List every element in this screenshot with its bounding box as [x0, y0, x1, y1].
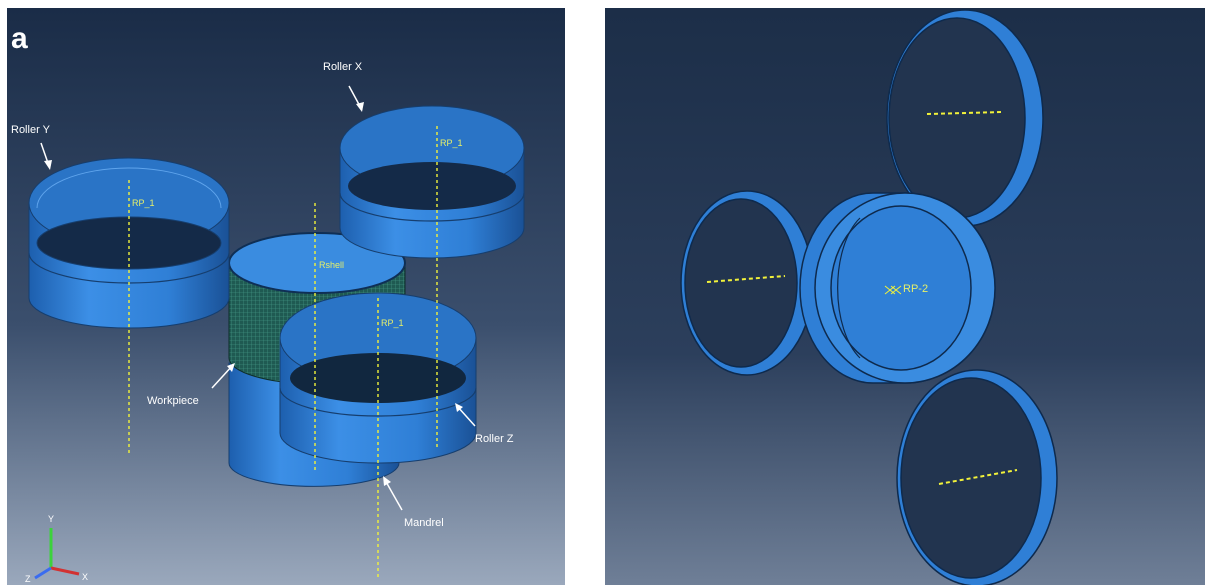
label-roller-y: Roller Y: [11, 124, 51, 136]
triad-y-label: Y: [48, 514, 54, 524]
panel-b-viewport: RP-2: [605, 8, 1205, 585]
triad-z-label: Z: [25, 574, 31, 584]
panel-letter: a: [11, 22, 28, 55]
ring-left: [680, 190, 814, 376]
rotation-axes: [128, 126, 438, 578]
panel-b: RP-2: [605, 8, 1205, 585]
label-mandrel: Mandrel: [404, 517, 444, 529]
arrowhead-roller-y: [44, 160, 52, 170]
workpiece-ring: RP-2: [799, 192, 996, 384]
ring-bottom-axis: [938, 469, 1018, 485]
coordinate-triad: Y X Z: [25, 514, 88, 584]
label-workpiece: Workpiece: [147, 395, 199, 407]
ring-left-axis: [706, 275, 786, 283]
ring-top: [886, 9, 1044, 227]
triad-x-label: X: [82, 572, 88, 582]
ring-top-axis: [926, 111, 1004, 115]
arrowhead-roller-z: [455, 403, 463, 412]
roller-z-rp-label: RP_1: [381, 318, 404, 328]
roller-x: [339, 105, 525, 259]
triad-z-axis: [34, 566, 52, 580]
roller-x-rp-label: RP_1: [440, 138, 463, 148]
ring-bottom: [896, 369, 1058, 585]
rp-marker: [884, 285, 902, 295]
rp-label: RP-2: [903, 283, 928, 295]
panel-a: a: [7, 8, 565, 585]
panel-a-viewport: a: [7, 8, 565, 585]
roller-y-rp-label: RP_1: [132, 198, 155, 208]
arrowhead-roller-x: [356, 102, 364, 112]
label-roller-z: Roller Z: [475, 433, 514, 445]
arrowhead-workpiece: [227, 363, 235, 372]
triad-x-axis: [50, 566, 80, 576]
arrow-mandrel: [384, 479, 403, 511]
arrowhead-mandrel: [383, 476, 391, 486]
label-roller-x: Roller X: [323, 61, 363, 73]
mandrel-rp-label: Rshell: [319, 260, 344, 270]
